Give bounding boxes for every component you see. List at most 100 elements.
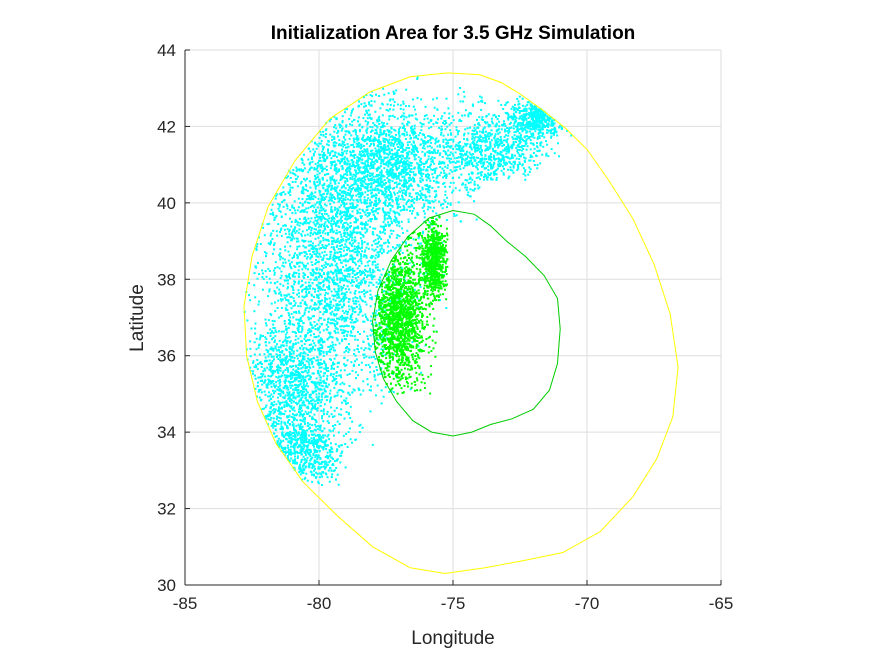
data-point bbox=[346, 229, 348, 231]
data-point bbox=[329, 203, 331, 205]
data-point bbox=[283, 331, 285, 333]
data-point bbox=[503, 120, 505, 122]
data-point bbox=[437, 146, 439, 148]
data-point bbox=[307, 332, 309, 334]
data-point bbox=[533, 137, 535, 139]
data-point bbox=[311, 217, 313, 219]
data-point bbox=[320, 337, 322, 339]
data-point bbox=[542, 133, 544, 135]
data-point bbox=[279, 354, 281, 356]
data-point bbox=[329, 154, 331, 156]
data-point bbox=[401, 221, 403, 223]
data-point bbox=[340, 197, 342, 199]
data-point bbox=[474, 151, 476, 153]
data-point bbox=[296, 230, 298, 232]
data-point bbox=[281, 275, 283, 277]
data-point bbox=[293, 207, 295, 209]
data-point bbox=[324, 228, 326, 230]
data-point bbox=[403, 205, 405, 207]
data-point bbox=[371, 362, 373, 364]
data-point bbox=[257, 377, 259, 379]
data-point bbox=[300, 305, 302, 307]
data-point bbox=[331, 177, 333, 179]
data-point bbox=[295, 398, 297, 400]
data-point bbox=[282, 186, 284, 188]
data-point bbox=[343, 229, 345, 231]
data-point bbox=[376, 281, 378, 283]
data-point bbox=[351, 421, 353, 423]
data-point bbox=[401, 176, 403, 178]
data-point bbox=[335, 443, 337, 445]
data-point bbox=[335, 382, 337, 384]
data-point bbox=[354, 274, 356, 276]
data-point bbox=[382, 124, 384, 126]
data-point bbox=[406, 131, 408, 133]
data-point bbox=[295, 302, 297, 304]
data-point bbox=[279, 359, 281, 361]
data-point bbox=[321, 244, 323, 246]
data-point bbox=[339, 423, 341, 425]
data-point bbox=[300, 317, 302, 319]
data-point bbox=[379, 373, 381, 375]
data-point bbox=[340, 395, 342, 397]
data-point bbox=[473, 137, 475, 139]
data-point bbox=[330, 182, 332, 184]
data-point bbox=[358, 272, 360, 274]
data-point bbox=[303, 463, 305, 465]
data-point bbox=[324, 442, 326, 444]
data-point bbox=[424, 148, 426, 150]
data-point bbox=[335, 344, 337, 346]
data-point bbox=[506, 127, 508, 129]
data-point bbox=[319, 367, 321, 369]
data-point bbox=[493, 155, 495, 157]
data-point bbox=[329, 120, 331, 122]
data-point bbox=[341, 315, 343, 317]
data-point bbox=[365, 356, 367, 358]
data-point bbox=[347, 446, 349, 448]
data-point bbox=[322, 392, 324, 394]
data-point bbox=[370, 334, 372, 336]
data-point bbox=[364, 191, 366, 193]
data-point bbox=[551, 129, 553, 131]
data-point bbox=[371, 209, 373, 211]
data-point bbox=[459, 189, 461, 191]
data-point bbox=[321, 396, 323, 398]
data-point bbox=[381, 274, 383, 276]
data-point bbox=[519, 125, 521, 127]
data-point bbox=[461, 161, 463, 163]
data-point bbox=[464, 128, 466, 130]
data-point bbox=[338, 389, 340, 391]
data-point bbox=[510, 146, 512, 148]
data-point bbox=[364, 295, 366, 297]
data-point bbox=[425, 199, 427, 201]
data-point bbox=[427, 206, 429, 208]
data-point bbox=[414, 109, 416, 111]
data-point bbox=[358, 116, 360, 118]
data-point bbox=[416, 119, 418, 121]
data-point bbox=[294, 410, 296, 412]
data-point bbox=[362, 427, 364, 429]
data-point bbox=[282, 262, 284, 264]
data-point bbox=[293, 300, 295, 302]
data-point bbox=[338, 484, 340, 486]
data-point bbox=[370, 386, 372, 388]
data-point bbox=[292, 369, 294, 371]
data-point bbox=[327, 386, 329, 388]
data-point bbox=[340, 376, 342, 378]
data-point bbox=[259, 344, 261, 346]
data-point bbox=[519, 161, 521, 163]
data-point bbox=[254, 328, 256, 330]
data-point bbox=[465, 184, 467, 186]
data-point bbox=[339, 259, 341, 261]
data-point bbox=[408, 221, 410, 223]
data-point bbox=[371, 95, 373, 97]
data-point bbox=[411, 196, 413, 198]
data-point bbox=[454, 157, 456, 159]
data-point bbox=[303, 189, 305, 191]
data-point bbox=[343, 335, 345, 337]
data-point bbox=[300, 451, 302, 453]
data-point bbox=[400, 198, 402, 200]
data-point bbox=[370, 140, 372, 142]
data-point bbox=[388, 391, 390, 393]
data-point bbox=[295, 402, 297, 404]
